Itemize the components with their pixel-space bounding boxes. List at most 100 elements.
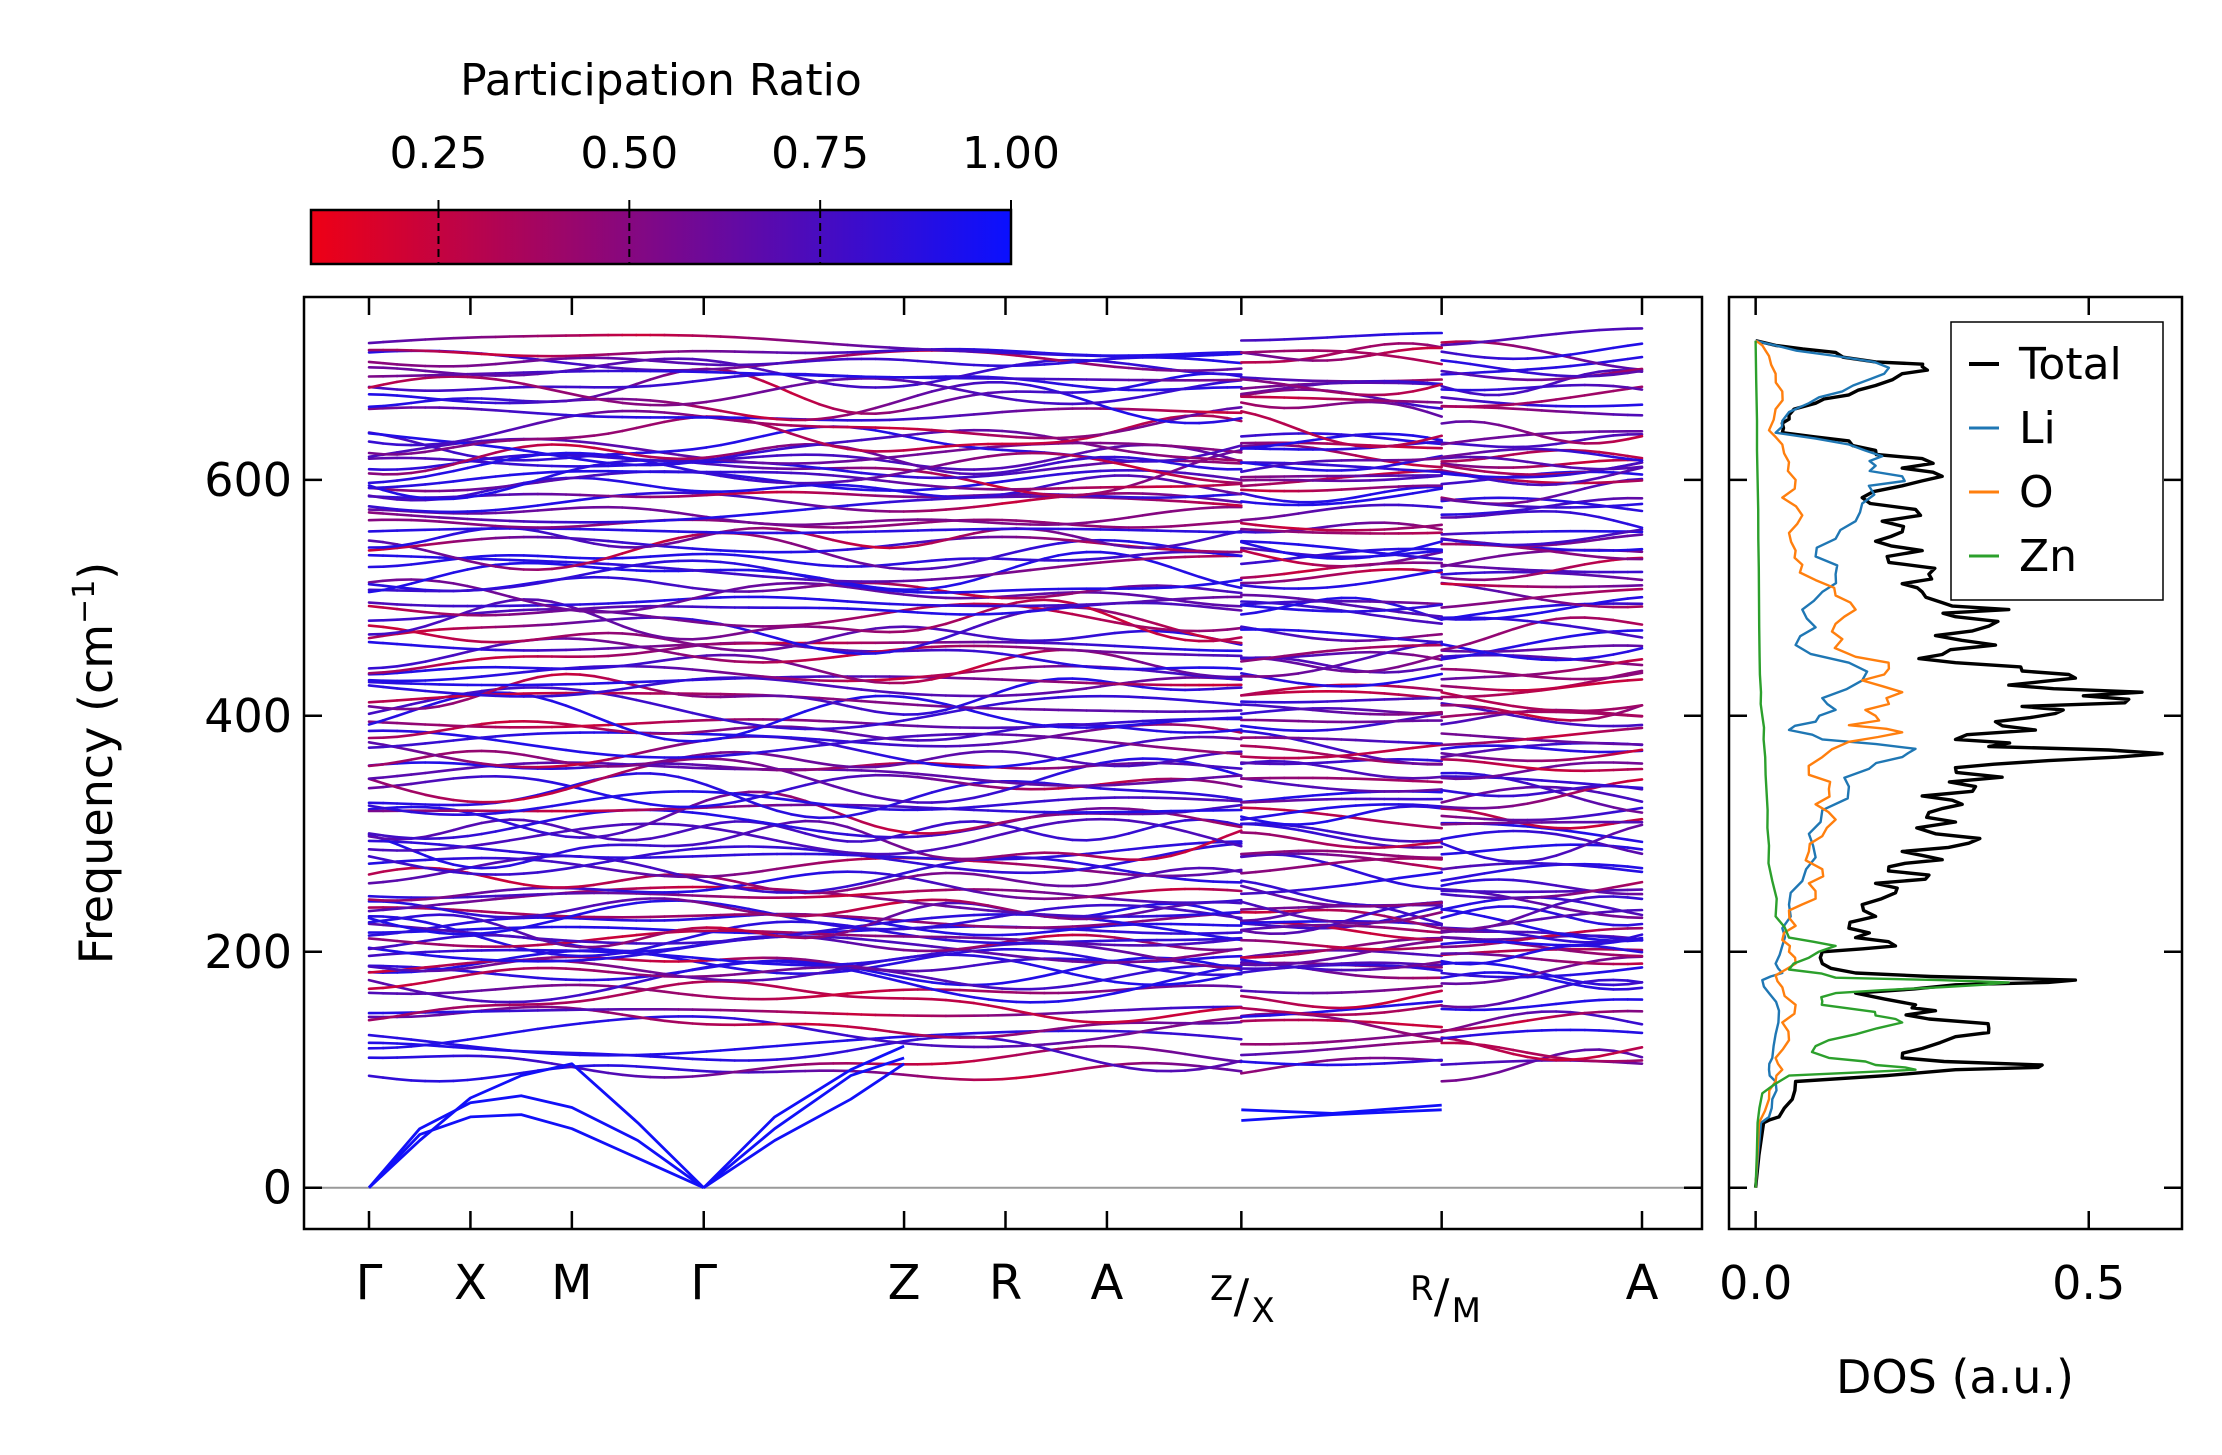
band-segment — [1127, 695, 1145, 699]
band-segment — [874, 795, 891, 802]
band-segment — [663, 849, 680, 854]
band-segment — [831, 763, 849, 769]
band-segment — [437, 843, 455, 848]
band-segment — [1127, 593, 1145, 598]
band-segment — [494, 827, 512, 833]
band-segment — [803, 844, 821, 851]
band-segment — [522, 893, 540, 897]
band-segment — [1043, 647, 1060, 651]
band-segment — [1085, 722, 1102, 726]
band-segment — [888, 923, 906, 929]
band-segment — [634, 874, 652, 880]
band-segment — [409, 1079, 427, 1083]
band-segment — [888, 910, 906, 919]
band-segment — [1043, 542, 1060, 548]
band-segment — [1029, 752, 1046, 758]
band-segment — [1155, 957, 1173, 962]
band-segment — [367, 634, 385, 640]
band-segment — [409, 952, 427, 957]
band-segment — [888, 625, 906, 629]
band-segment — [466, 1036, 483, 1041]
band-segment — [789, 596, 807, 600]
band-segment — [846, 627, 863, 633]
band-segment — [1099, 745, 1116, 752]
band-segment — [1085, 854, 1102, 859]
band-segment — [888, 851, 906, 856]
band-segment — [1029, 649, 1046, 655]
band-segment — [423, 872, 441, 878]
band-segment — [409, 706, 427, 711]
band-segment — [846, 851, 863, 855]
band-segment — [972, 780, 990, 785]
band-segment — [1141, 959, 1159, 963]
band-segment — [1127, 719, 1145, 724]
band-segment — [1197, 752, 1215, 758]
band-segment — [831, 617, 849, 623]
band-segment — [930, 585, 948, 590]
band-segment — [803, 737, 821, 741]
band-segment — [846, 907, 863, 913]
band-segment — [691, 711, 709, 718]
band-segment — [1029, 605, 1046, 611]
band-segment — [888, 737, 906, 742]
band-segment — [803, 549, 821, 554]
band-segment — [564, 1022, 582, 1027]
band-segment — [395, 941, 413, 947]
band-segment — [494, 672, 512, 677]
band-segment — [958, 705, 976, 710]
band-segment — [719, 800, 737, 806]
band-segment — [606, 567, 624, 572]
band-segment — [1014, 568, 1032, 574]
band-segment — [888, 712, 906, 716]
band-segment — [846, 961, 863, 966]
band-segment — [480, 918, 497, 926]
band-segment — [1113, 782, 1131, 787]
band-segment — [508, 765, 526, 769]
band-segment — [747, 568, 765, 573]
band-segment — [888, 841, 906, 850]
band-segment — [860, 966, 877, 971]
band-segment — [1211, 819, 1229, 824]
band-segment — [1014, 593, 1032, 598]
band-segment — [1155, 821, 1173, 828]
band-segment — [395, 670, 413, 675]
band-segment — [1029, 1029, 1046, 1034]
band-segment — [592, 522, 610, 527]
band-segment — [944, 947, 962, 952]
band-segment — [1014, 851, 1032, 856]
band-segment — [1099, 759, 1116, 765]
band-segment — [958, 945, 976, 951]
band-segment — [846, 774, 863, 779]
band-segment — [409, 874, 427, 880]
band-segment — [536, 869, 554, 874]
band-segment — [803, 966, 821, 970]
band-segment — [452, 893, 469, 898]
band-segment — [1197, 673, 1215, 678]
band-segment — [1169, 598, 1187, 603]
band-segment — [409, 699, 427, 706]
band-segment — [888, 930, 906, 936]
band-segment — [747, 799, 765, 808]
band-segment — [423, 913, 441, 917]
band-segment — [846, 581, 863, 587]
band-segment — [536, 731, 554, 736]
band-segment — [1183, 964, 1201, 969]
band-segment — [958, 807, 976, 812]
band-segment — [409, 578, 427, 585]
band-segment — [466, 775, 483, 779]
band-segment — [986, 612, 1004, 616]
band-segment — [1155, 851, 1173, 858]
band-segment — [381, 868, 399, 873]
band-segment — [437, 520, 455, 525]
band-segment — [1000, 565, 1018, 573]
band-segment — [1127, 819, 1145, 824]
band-segment — [747, 654, 765, 660]
band-segment — [1000, 693, 1018, 698]
band-segment — [831, 831, 849, 836]
band-segment — [1014, 862, 1032, 867]
band-segment — [803, 919, 821, 925]
band-segment — [874, 804, 891, 812]
band-segment — [480, 861, 497, 867]
band-segment — [606, 728, 624, 733]
band-segment — [930, 936, 948, 942]
